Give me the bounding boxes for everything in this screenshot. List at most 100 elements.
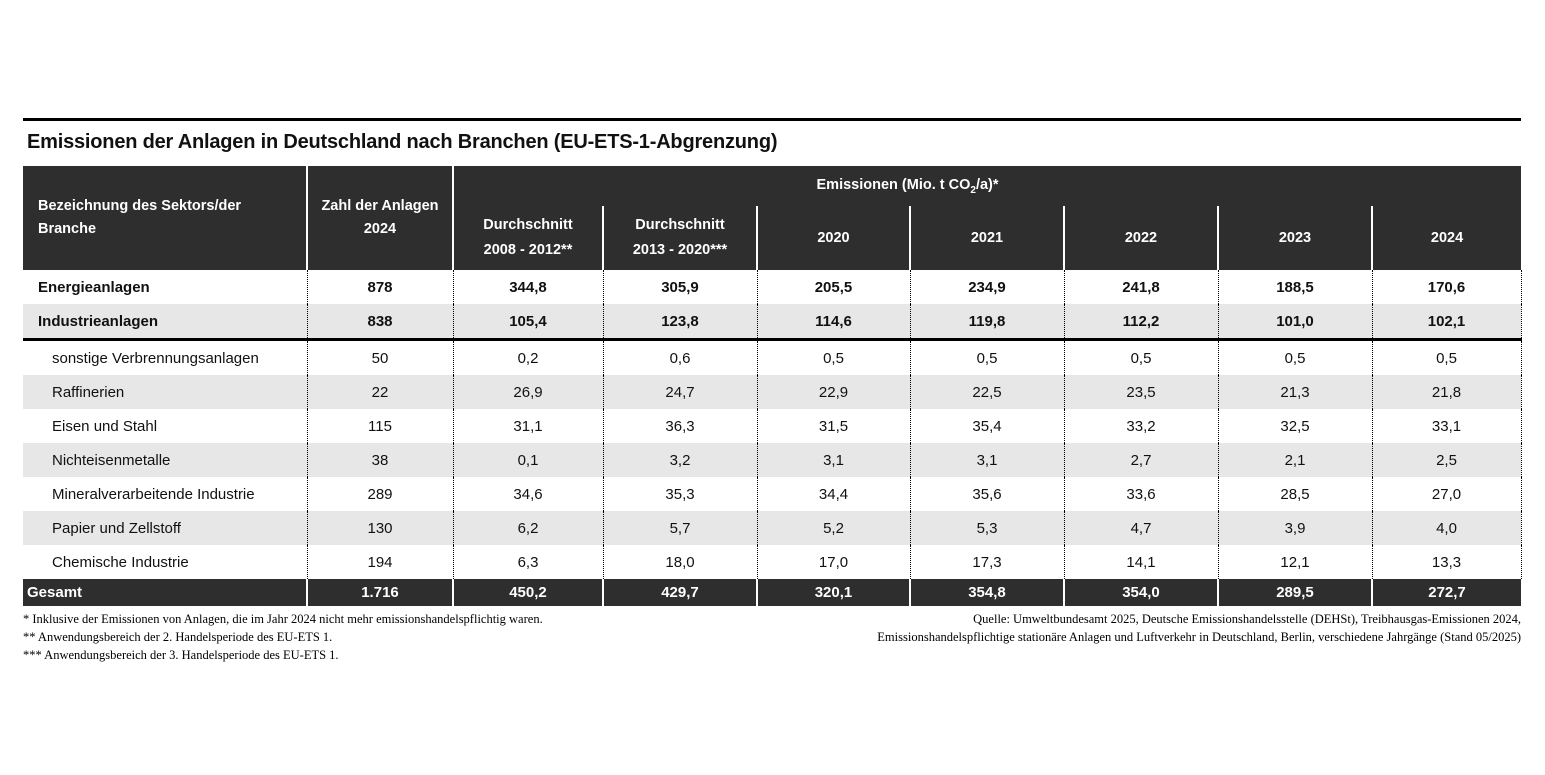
value-cell: 188,5 [1217, 270, 1372, 304]
value-cell: 0,5 [756, 339, 910, 375]
sector-name-cell: sonstige Verbrennungsanlagen [23, 339, 307, 375]
header-emissions-group: Emissionen (Mio. t CO2/a)* [451, 166, 1522, 206]
total-value-cell: 289,5 [1217, 579, 1372, 606]
value-cell: 0,2 [452, 339, 603, 375]
total-label-cell: Gesamt [23, 579, 307, 606]
value-cell: 5,2 [756, 511, 910, 545]
value-cell: 35,3 [602, 477, 757, 511]
page-title: Emissionen der Anlagen in Deutschland na… [27, 131, 778, 153]
value-cell: 2,5 [1371, 443, 1522, 477]
column-header-line1: 2024 [1430, 229, 1464, 246]
value-cell: 289 [306, 477, 453, 511]
value-cell: 130 [306, 511, 453, 545]
value-cell: 344,8 [452, 270, 603, 304]
sector-name-cell: Mineralverarbeitende Industrie [23, 477, 307, 511]
value-cell: 6,3 [452, 545, 603, 579]
sector-name-cell: Nichteisenmetalle [23, 443, 307, 477]
header-sector-line2: Branche [38, 221, 97, 237]
table-row-sonstige-verbrennungsanlagen: sonstige Verbrennungsanlagen 50 0,2 0,6 … [23, 339, 1522, 375]
value-cell: 838 [306, 304, 453, 341]
total-value-cell: 1.716 [306, 579, 453, 606]
header-sector-line1: Bezeichnung des Sektors/der [38, 197, 242, 214]
value-cell: 32,5 [1217, 409, 1372, 443]
value-cell: 170,6 [1371, 270, 1522, 304]
emissions-unit-prefix: Emissionen (Mio. t CO [816, 176, 971, 193]
header-row-group: Bezeichnung des Sektors/der Branche Zahl… [23, 166, 1522, 270]
sector-name-cell: Raffinerien [23, 375, 307, 409]
value-cell: 26,9 [452, 375, 603, 409]
source-block: Quelle: Umweltbundesamt 2025, Deutsche E… [877, 611, 1521, 647]
value-cell: 36,3 [602, 409, 757, 443]
figure-content: Emissionen der Anlagen in Deutschland na… [23, 118, 1522, 664]
value-cell: 21,3 [1217, 375, 1372, 409]
value-cell: 14,1 [1063, 545, 1218, 579]
column-header-avg-2008-2012: Durchschnitt 2008 - 2012** [452, 206, 603, 270]
value-cell: 34,4 [756, 477, 910, 511]
value-cell: 27,0 [1371, 477, 1522, 511]
table-header: Bezeichnung des Sektors/der Branche Zahl… [23, 166, 1522, 270]
emissions-table: Bezeichnung des Sektors/der Branche Zahl… [23, 166, 1522, 606]
column-header-line2: 2013 - 2020*** [632, 242, 728, 258]
header-count-column: Zahl der Anlagen 2024 [306, 166, 453, 270]
column-header-line1: Durchschnitt [635, 217, 725, 234]
header-row-columns: Durchschnitt 2008 - 2012** Durchschnitt … [23, 206, 1522, 270]
value-cell: 878 [306, 270, 453, 304]
value-cell: 3,2 [602, 443, 757, 477]
total-value-cell: 354,0 [1063, 579, 1218, 606]
value-cell: 33,6 [1063, 477, 1218, 511]
value-cell: 3,1 [756, 443, 910, 477]
total-row: Gesamt 1.716 450,2 429,7 320,1 354,8 354… [23, 579, 1522, 606]
value-cell: 3,9 [1217, 511, 1372, 545]
source-line-1: Quelle: Umweltbundesamt 2025, Deutsche E… [973, 612, 1521, 626]
column-header-2022: 2022 [1063, 206, 1218, 270]
value-cell: 35,4 [909, 409, 1064, 443]
value-cell: 0,5 [1371, 339, 1522, 375]
value-cell: 21,8 [1371, 375, 1522, 409]
header-count-line1: Zahl der Anlagen [321, 197, 439, 214]
value-cell: 102,1 [1371, 304, 1522, 341]
value-cell: 22 [306, 375, 453, 409]
notes-area: * Inklusive der Emissionen von Anlagen, … [23, 611, 1521, 664]
header-count-line2: 2024 [363, 221, 397, 237]
value-cell: 17,0 [756, 545, 910, 579]
value-cell: 4,0 [1371, 511, 1522, 545]
total-value-cell: 450,2 [452, 579, 603, 606]
source-line-2: Emissionshandelspflichtige stationäre An… [877, 629, 1521, 644]
value-cell: 5,7 [602, 511, 757, 545]
value-cell: 5,3 [909, 511, 1064, 545]
value-cell: 119,8 [909, 304, 1064, 341]
header-sector-column: Bezeichnung des Sektors/der Branche [23, 166, 307, 270]
sector-name-cell: Papier und Zellstoff [23, 511, 307, 545]
value-cell: 24,7 [602, 375, 757, 409]
total-value-cell: 429,7 [602, 579, 757, 606]
total-value-cell: 272,7 [1370, 579, 1522, 606]
total-value-cell: 320,1 [756, 579, 910, 606]
table-row-mineralverarbeitende-industrie: Mineralverarbeitende Industrie 289 34,6 … [23, 477, 1522, 511]
value-cell: 17,3 [909, 545, 1064, 579]
value-cell: 31,1 [452, 409, 603, 443]
total-value-cell: 354,8 [909, 579, 1064, 606]
value-cell: 2,1 [1217, 443, 1372, 477]
column-header-line2: 2008 - 2012** [483, 242, 573, 258]
value-cell: 205,5 [756, 270, 910, 304]
value-cell: 114,6 [756, 304, 910, 341]
value-cell: 0,1 [452, 443, 603, 477]
column-header-line1: 2023 [1278, 229, 1312, 246]
table-body: Energieanlagen 878 344,8 305,9 205,5 234… [23, 270, 1522, 579]
value-cell: 115 [306, 409, 453, 443]
value-cell: 194 [306, 545, 453, 579]
footnotes-block: * Inklusive der Emissionen von Anlagen, … [23, 611, 543, 664]
table-row-industrieanlagen: Industrieanlagen 838 105,4 123,8 114,6 1… [23, 304, 1522, 341]
top-rule [23, 118, 1521, 121]
value-cell: 234,9 [909, 270, 1064, 304]
column-header-line1: 2022 [1124, 229, 1158, 246]
value-cell: 2,7 [1063, 443, 1218, 477]
value-cell: 38 [306, 443, 453, 477]
value-cell: 101,0 [1217, 304, 1372, 341]
value-cell: 123,8 [602, 304, 757, 341]
value-cell: 3,1 [909, 443, 1064, 477]
value-cell: 0,6 [602, 339, 757, 375]
value-cell: 305,9 [602, 270, 757, 304]
table-footer: Gesamt 1.716 450,2 429,7 320,1 354,8 354… [23, 579, 1522, 606]
sector-name-cell: Eisen und Stahl [23, 409, 307, 443]
